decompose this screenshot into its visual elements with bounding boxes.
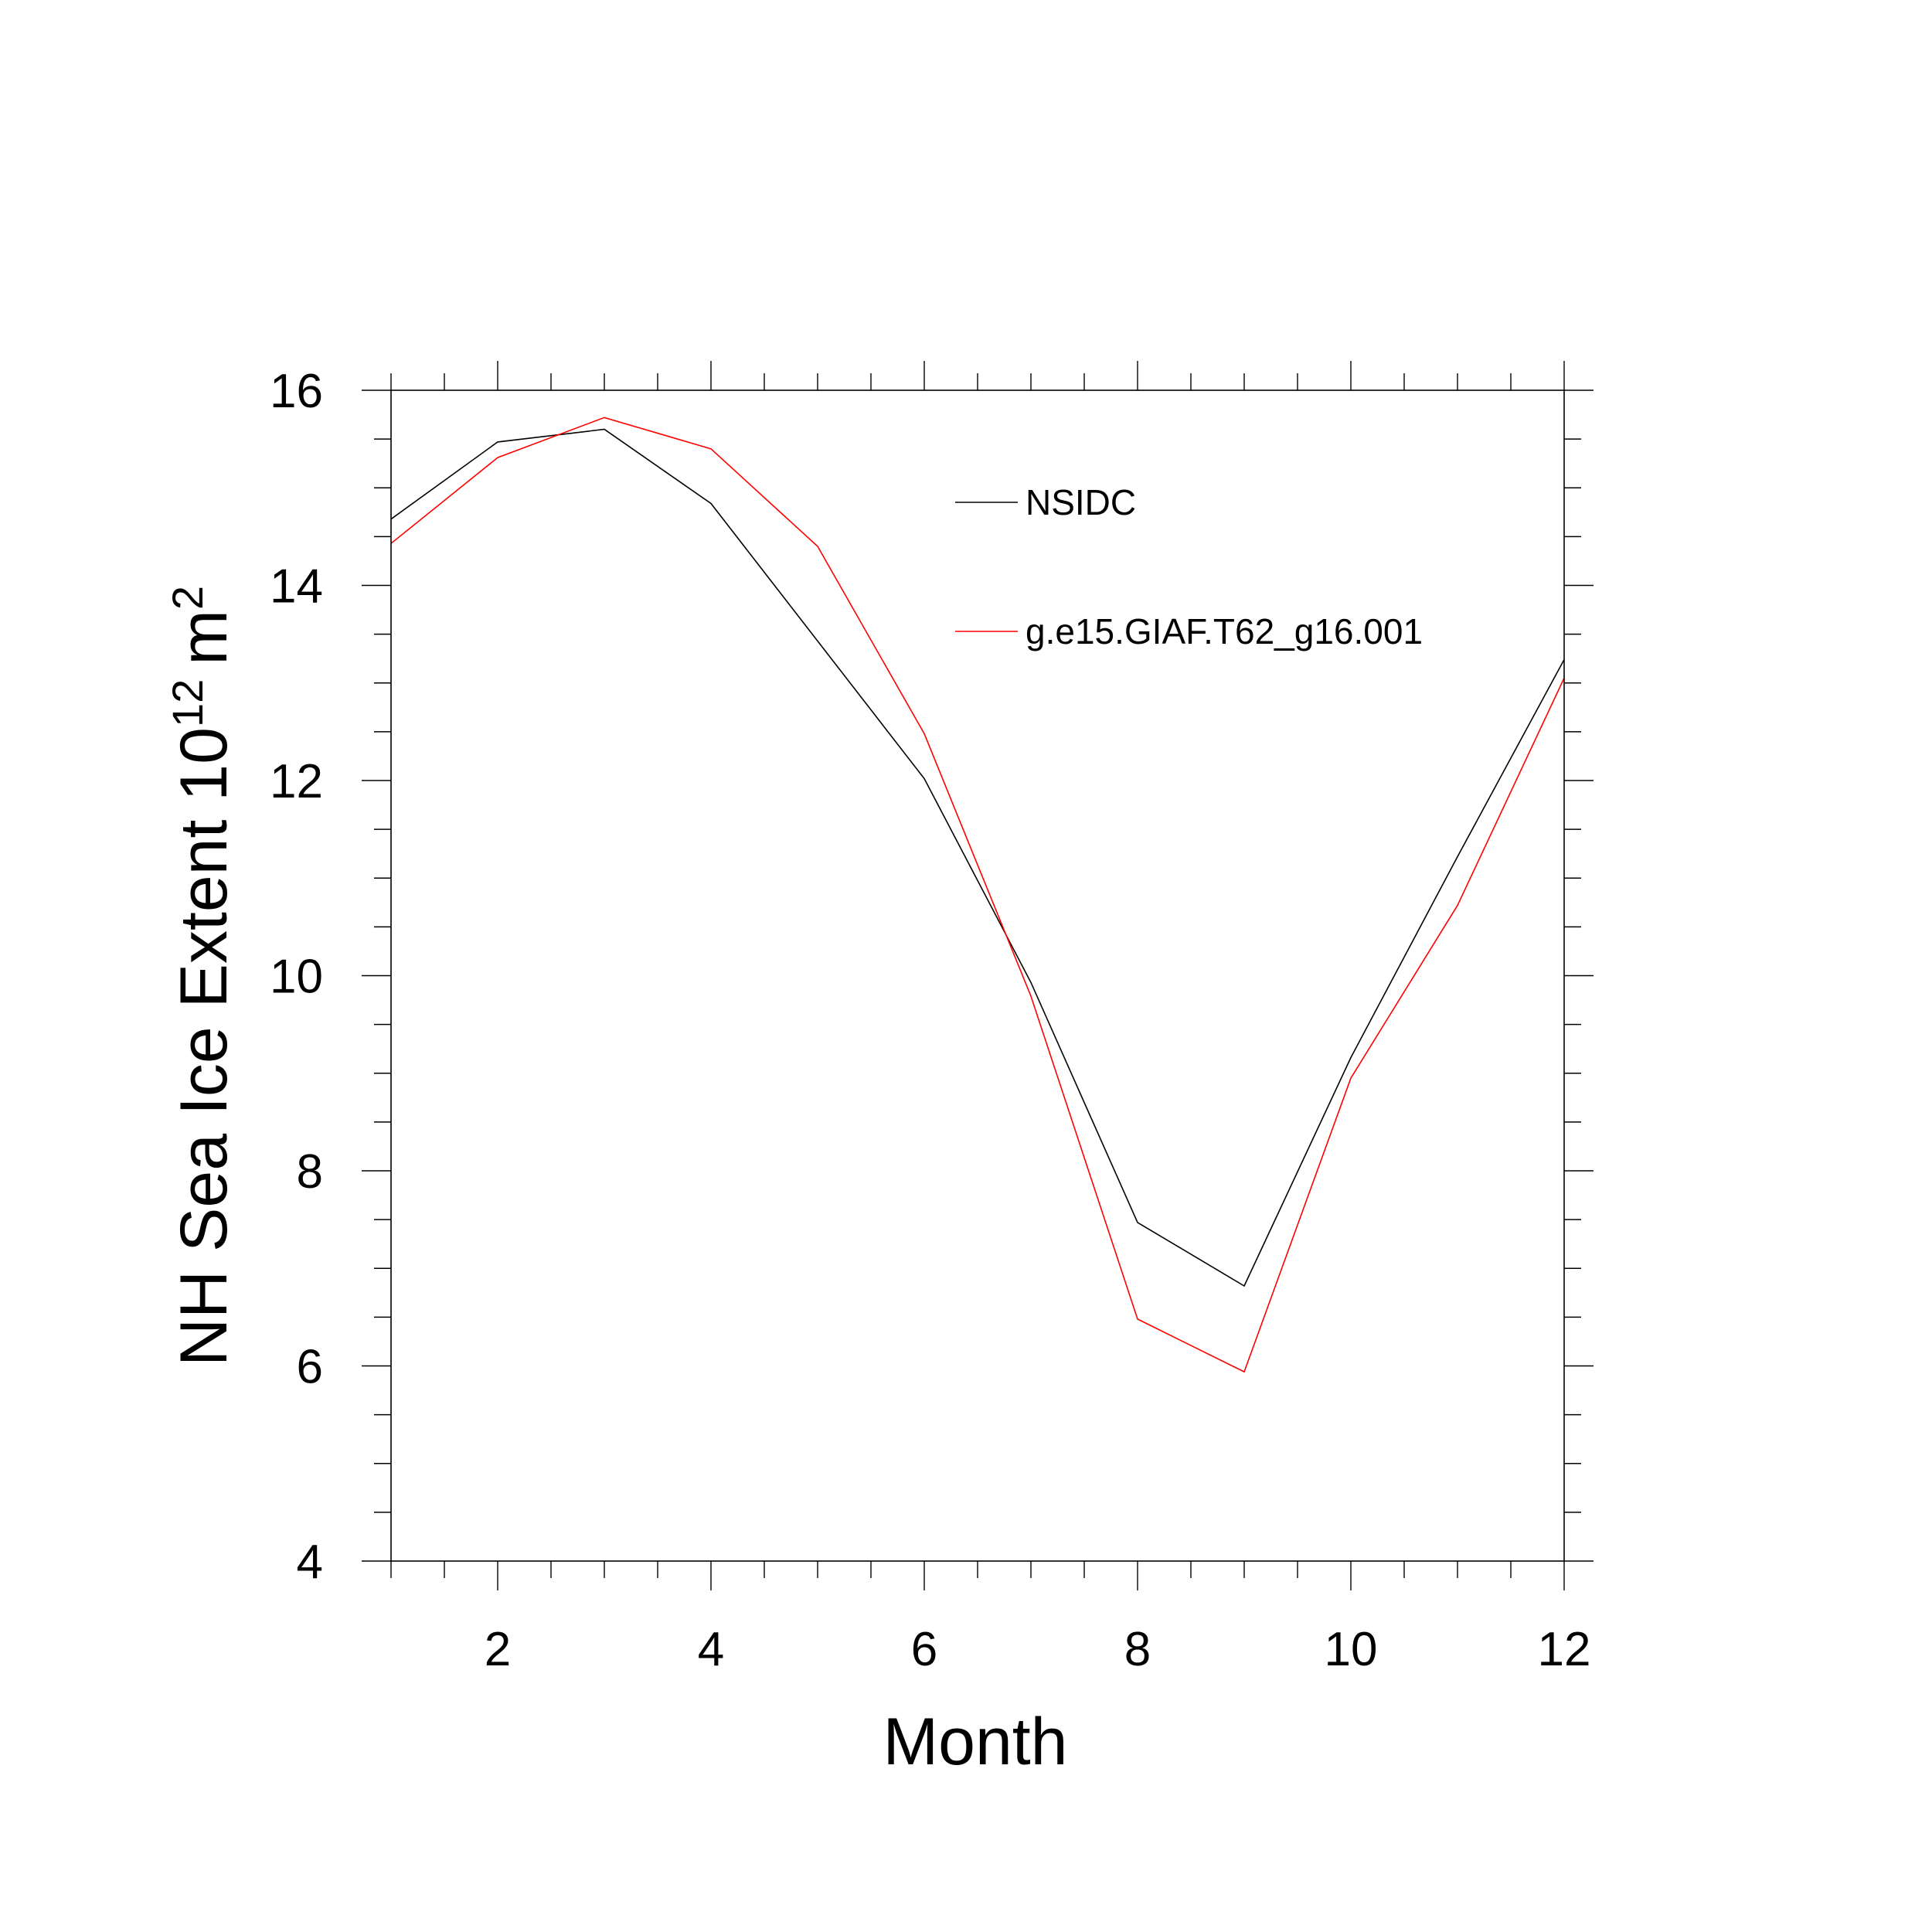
x-tick-label: 8 [1124, 1623, 1151, 1676]
legend-label-2: g.e15.GIAF.T62_g16.001 [1026, 611, 1423, 651]
axis-ticks [362, 361, 1594, 1590]
legend: NSIDC g.e15.GIAF.T62_g16.001 [955, 482, 1423, 651]
plot-frame [390, 389, 1565, 1562]
series-line-1 [390, 428, 1565, 1287]
x-axis-title: Month [883, 1705, 1067, 1779]
y-axis-title-text: NH Sea Ice Extent 10 [167, 727, 241, 1366]
x-tick-label: 10 [1325, 1623, 1378, 1676]
y-tick-label: 8 [297, 1145, 323, 1199]
y-tick-label: 16 [270, 365, 323, 418]
legend-label-1: NSIDC [1026, 482, 1136, 522]
y-tick-label: 4 [297, 1536, 323, 1589]
series-line-2 [390, 417, 1565, 1373]
y-tick-label: 6 [297, 1341, 323, 1394]
y-tick-label: 10 [270, 951, 323, 1004]
x-tick-label: 6 [911, 1623, 937, 1676]
y-axis-title: NH Sea Ice Extent 1012 m2 [163, 586, 242, 1366]
x-tick-label: 2 [485, 1623, 511, 1676]
y-tick-label: 14 [270, 560, 323, 614]
y-axis-title-unit: m [167, 610, 241, 665]
tick-labels: 2 4 6 8 10 12 4 6 8 10 12 14 16 [270, 365, 1590, 1676]
x-tick-label: 4 [698, 1623, 724, 1676]
y-axis-title-unit-exponent: 2 [163, 586, 212, 610]
y-tick-label: 12 [270, 755, 323, 808]
x-tick-label: 12 [1538, 1623, 1591, 1676]
y-axis-title-exponent: 12 [163, 679, 212, 727]
series-lines [390, 417, 1565, 1373]
